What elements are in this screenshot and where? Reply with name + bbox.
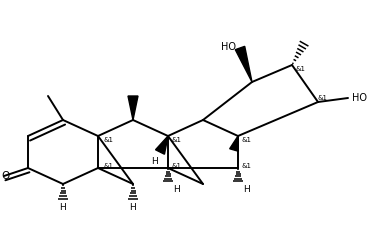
Polygon shape — [155, 136, 168, 154]
Polygon shape — [128, 96, 138, 120]
Text: H: H — [60, 203, 66, 213]
Text: H: H — [130, 203, 137, 213]
Text: &1: &1 — [103, 163, 113, 169]
Text: &1: &1 — [241, 137, 251, 143]
Text: O: O — [1, 171, 9, 181]
Text: H: H — [243, 186, 249, 194]
Text: H: H — [151, 158, 157, 167]
Text: &1: &1 — [241, 163, 251, 169]
Text: &1: &1 — [103, 137, 113, 143]
Text: H: H — [173, 186, 179, 194]
Text: &1: &1 — [171, 163, 181, 169]
Text: &1: &1 — [171, 137, 181, 143]
Text: HO: HO — [352, 93, 367, 103]
Text: &1: &1 — [317, 95, 327, 101]
Text: HO: HO — [221, 42, 236, 52]
Polygon shape — [230, 136, 238, 151]
Polygon shape — [235, 46, 252, 82]
Text: &1: &1 — [295, 66, 305, 72]
